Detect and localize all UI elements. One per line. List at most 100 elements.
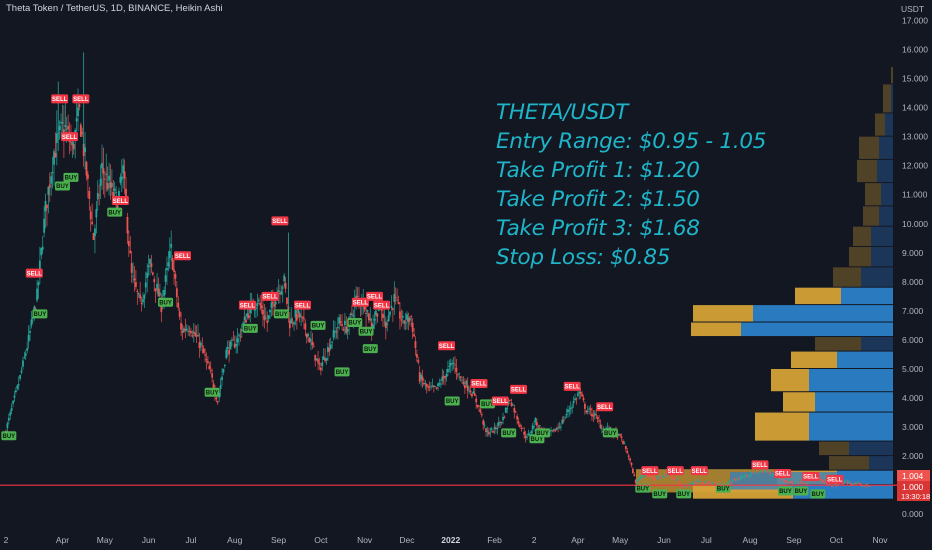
candle-body — [564, 417, 567, 419]
candle-body — [663, 475, 665, 477]
candle-body — [406, 314, 408, 320]
candle-body — [271, 301, 274, 304]
profile-bar-down — [849, 247, 871, 267]
candle-body — [147, 265, 150, 268]
candle-body — [352, 315, 355, 317]
candle-body — [685, 485, 688, 487]
signal-box — [444, 396, 460, 406]
candle-body — [38, 260, 41, 270]
profile-bar-down — [853, 226, 871, 247]
profile-bar-down — [815, 337, 861, 351]
profile-bar-down — [833, 267, 861, 287]
candle-body — [733, 479, 736, 481]
candle-body — [160, 303, 163, 313]
time-axis[interactable]: 2 Apr May Jun Jul Aug Sep Oct Nov Dec 2022 Feb 2 Apr M… — [4, 535, 889, 545]
buy-signal-label: BUY — [358, 326, 374, 336]
candle-body — [157, 288, 160, 297]
candle-body — [166, 268, 168, 271]
x-tick-label: Nov — [872, 535, 888, 545]
candle-body — [335, 331, 338, 333]
candle-body — [420, 374, 423, 380]
candle-body — [13, 395, 16, 398]
candle-body — [523, 431, 526, 435]
x-tick-label: Oct — [830, 535, 844, 545]
candle-body — [783, 480, 785, 481]
signal-text: BUY — [536, 431, 549, 437]
candle-body — [622, 440, 624, 444]
candle-body — [677, 481, 679, 484]
candle-body — [205, 359, 208, 361]
candle-body — [332, 330, 335, 338]
candle-body — [784, 480, 787, 482]
profile-bar-up — [869, 456, 893, 470]
candle-body — [664, 475, 667, 477]
signal-text: SELL — [642, 469, 658, 475]
candle-body — [485, 428, 487, 433]
signal-text: SELL — [692, 469, 708, 475]
candle-body — [6, 423, 9, 429]
profile-bar-down — [819, 441, 849, 456]
candle-body — [534, 418, 537, 423]
candle-body — [343, 320, 346, 325]
candle-body — [269, 309, 271, 313]
profile-bar-up — [841, 287, 893, 305]
candle-body — [284, 282, 287, 289]
candle-body — [294, 310, 297, 318]
candle-body — [144, 282, 147, 288]
candle-body — [671, 476, 674, 478]
candle-body — [557, 427, 559, 429]
candle-body — [633, 474, 636, 477]
candle-body — [264, 318, 267, 320]
candle-body — [60, 121, 62, 124]
candle-body — [514, 411, 517, 413]
candle-body — [517, 421, 520, 424]
candle-body — [801, 482, 804, 484]
signal-text: BUY — [653, 492, 666, 498]
candle-body — [771, 474, 774, 475]
signal-text: BUY — [812, 492, 825, 498]
candle-body — [526, 436, 528, 438]
candle-body — [451, 362, 454, 364]
profile-bar-down — [791, 351, 837, 368]
candle-body — [233, 343, 236, 348]
candle-body — [154, 288, 157, 291]
signal-box — [158, 297, 174, 307]
symbol-title[interactable]: Theta Token / TetherUS, 1D, BINANCE, Hei… — [6, 3, 223, 14]
signal-text: SELL — [752, 463, 768, 469]
candle-body — [209, 369, 212, 372]
price-axis[interactable]: 0.000 1.000 2.000 3.000 4.000 5.000 6.000 7.000… — [902, 16, 928, 520]
candle-body — [311, 341, 314, 346]
signal-labels: BUY SELL BUY SELL SELL BUY BUY SELL BUY SELL BUY SE… — [1, 94, 844, 499]
signal-text: BUY — [108, 210, 121, 216]
candle-body — [391, 308, 394, 310]
sell-signal-label: SELL — [61, 132, 79, 142]
signal-text: SELL — [565, 385, 581, 391]
candle-body — [592, 415, 595, 417]
profile-bar-up — [871, 226, 893, 247]
candle-body — [262, 309, 264, 315]
y-tick-label: 15.000 — [902, 74, 928, 84]
candle-body — [623, 443, 626, 445]
y-tick-label: 5.000 — [902, 364, 924, 374]
signal-box — [777, 486, 793, 496]
candle-body — [123, 171, 126, 179]
candle-body — [46, 204, 48, 209]
candle-body — [480, 414, 483, 416]
candle-body — [819, 479, 822, 481]
signal-box — [635, 483, 651, 493]
candle-body — [431, 385, 434, 387]
candle-body — [221, 376, 223, 381]
sell-signal-label: SELL — [25, 268, 43, 278]
candle-body — [596, 417, 599, 419]
candle-body — [386, 323, 389, 325]
candle-body — [740, 477, 743, 478]
candle-body — [134, 282, 137, 287]
profile-bar-down — [859, 136, 879, 159]
candle-body — [802, 482, 805, 484]
buy-signal-label: BUY — [63, 172, 79, 182]
candle-body — [493, 427, 496, 430]
candle-body — [455, 367, 458, 373]
signal-box — [310, 320, 326, 330]
profile-bar-down — [795, 287, 841, 305]
